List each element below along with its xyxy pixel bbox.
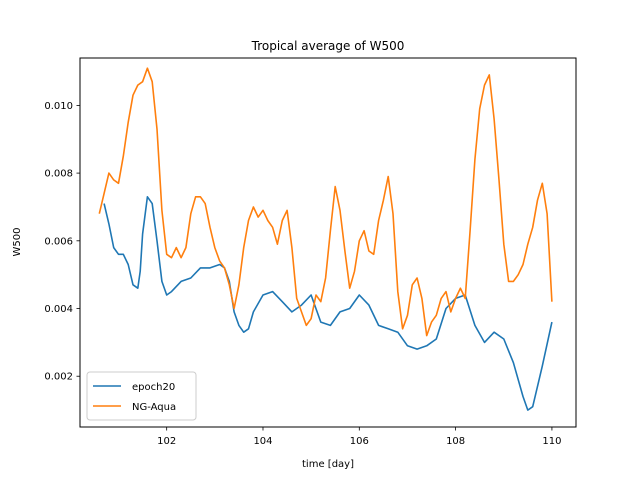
- series-line-ng-aqua: [98, 67, 553, 337]
- legend-label-epoch20: epoch20: [132, 382, 175, 393]
- series-line-epoch20: [103, 196, 553, 411]
- legend: epoch20 NG-Aqua: [86, 371, 197, 421]
- y-axis-ticks: 0.002 0.004 0.006 0.008 0.010: [44, 101, 80, 383]
- y-tick-label: 0.008: [44, 169, 73, 180]
- y-tick-label: 0.002: [44, 372, 73, 383]
- x-axis-ticks: 102 104 106 108 110: [157, 427, 561, 447]
- x-tick-label: 104: [253, 436, 272, 447]
- plot-frame: [79, 57, 577, 428]
- x-tick-label: 110: [542, 436, 561, 447]
- y-tick-label: 0.010: [44, 101, 73, 112]
- y-tick-label: 0.006: [44, 236, 73, 247]
- chart-title: Tropical average of W500: [251, 39, 405, 53]
- y-axis-label: W500: [12, 228, 23, 257]
- x-tick-label: 108: [446, 436, 465, 447]
- x-tick-label: 102: [157, 436, 176, 447]
- legend-box: [86, 371, 197, 421]
- legend-label-ng-aqua: NG-Aqua: [132, 402, 176, 413]
- y-tick-label: 0.004: [44, 304, 73, 315]
- series-layer: [98, 67, 553, 411]
- x-axis-label: time [day]: [302, 459, 354, 470]
- x-tick-label: 106: [350, 436, 369, 447]
